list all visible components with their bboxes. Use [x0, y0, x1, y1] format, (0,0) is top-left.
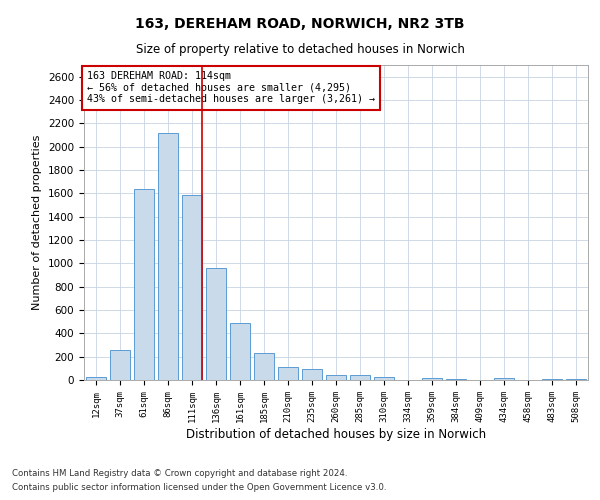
Bar	[302, 369, 322, 380]
Bar	[494, 378, 514, 380]
Bar	[158, 132, 178, 380]
Bar	[542, 379, 562, 380]
Bar	[86, 376, 106, 380]
Bar	[206, 268, 226, 380]
Bar	[350, 376, 370, 380]
Bar	[110, 350, 130, 380]
Bar	[326, 375, 346, 380]
Bar	[182, 194, 202, 380]
Text: Contains HM Land Registry data © Crown copyright and database right 2024.: Contains HM Land Registry data © Crown c…	[12, 468, 347, 477]
Text: 163 DEREHAM ROAD: 114sqm
← 56% of detached houses are smaller (4,295)
43% of sem: 163 DEREHAM ROAD: 114sqm ← 56% of detach…	[86, 72, 374, 104]
Bar	[134, 188, 154, 380]
Bar	[278, 367, 298, 380]
Bar	[230, 323, 250, 380]
Y-axis label: Number of detached properties: Number of detached properties	[32, 135, 43, 310]
Bar	[446, 379, 466, 380]
Bar	[422, 378, 442, 380]
Bar	[374, 377, 394, 380]
Text: Contains public sector information licensed under the Open Government Licence v3: Contains public sector information licen…	[12, 484, 386, 492]
X-axis label: Distribution of detached houses by size in Norwich: Distribution of detached houses by size …	[186, 428, 486, 440]
Text: Size of property relative to detached houses in Norwich: Size of property relative to detached ho…	[136, 42, 464, 56]
Text: 163, DEREHAM ROAD, NORWICH, NR2 3TB: 163, DEREHAM ROAD, NORWICH, NR2 3TB	[135, 18, 465, 32]
Bar	[254, 353, 274, 380]
